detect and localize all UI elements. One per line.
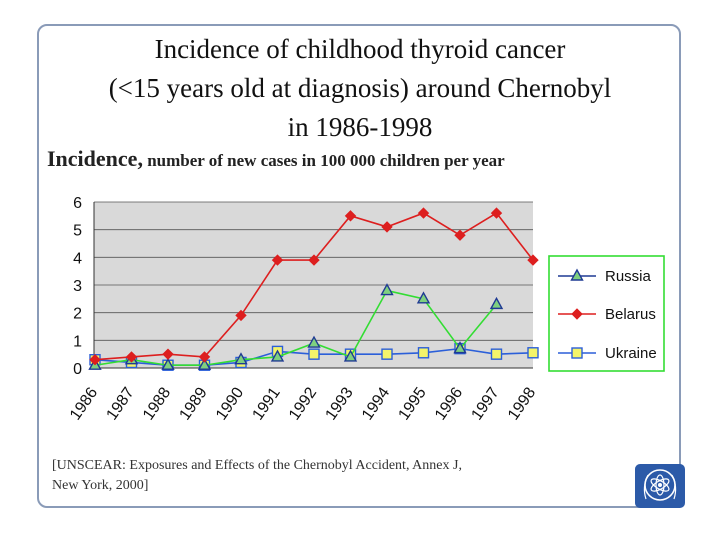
point-belarus-1992 — [308, 254, 320, 266]
point-belarus-1986 — [89, 353, 101, 366]
x-tick-label: 1987 — [103, 384, 137, 423]
legend-label-russia: Russia — [605, 268, 652, 285]
point-belarus-1991 — [271, 254, 284, 266]
point-ukraine-1994 — [381, 348, 393, 360]
y-tick-label: 1 — [73, 333, 82, 350]
point-belarus-1998 — [527, 254, 539, 266]
slide-title: Incidence of childhood thyroid cancer (<… — [40, 30, 680, 147]
subtitle-rest: number of new cases in 100 000 children … — [142, 151, 505, 170]
point-belarus-1993 — [344, 210, 357, 222]
y-tick-label: 5 — [73, 223, 82, 240]
title-line-1: Incidence of childhood thyroid cancer — [154, 34, 566, 64]
x-tick-label: 1996 — [432, 384, 466, 423]
x-tick-label: 1986 — [67, 384, 101, 423]
point-belarus-1987 — [125, 351, 138, 363]
point-russia-1989 — [197, 357, 212, 370]
point-russia-1997 — [489, 296, 504, 310]
point-ukraine-1992 — [308, 348, 320, 360]
subtitle-main: Incidence, — [47, 146, 143, 171]
point-belarus-1996 — [454, 229, 466, 241]
y-tick-label: 6 — [73, 195, 82, 212]
y-tick-label: 4 — [73, 250, 82, 267]
point-belarus-1989 — [198, 351, 211, 363]
x-tick-label: 1997 — [468, 384, 502, 423]
point-russia-1990 — [234, 352, 248, 365]
legend-marker-belarus — [571, 308, 583, 320]
point-russia-1994 — [380, 283, 394, 296]
legend-marker-ukraine — [571, 347, 583, 359]
point-belarus-1994 — [381, 221, 393, 233]
point-ukraine-1998 — [527, 347, 539, 359]
series-line-russia — [94, 289, 498, 367]
title-line-2: (<15 years old at diagnosis) around Cher… — [108, 73, 612, 103]
legend: Russia Belarus Ukraine — [548, 255, 665, 372]
point-ukraine-1997 — [490, 348, 503, 360]
un-atom-emblem-icon — [634, 463, 686, 509]
point-russia-1993 — [343, 349, 358, 362]
point-russia-1995 — [416, 291, 431, 304]
x-tick-label: 1990 — [213, 384, 247, 423]
legend-label-ukraine: Ukraine — [605, 345, 657, 362]
point-belarus-1990 — [235, 309, 247, 322]
citation-line-2: New York, 2000] — [52, 478, 149, 493]
citation: [UNSCEAR: Exposures and Effects of the C… — [52, 456, 572, 496]
point-belarus-1988 — [162, 348, 174, 360]
x-tick-label: 1998 — [505, 384, 539, 423]
legend-marker-russia — [570, 268, 584, 281]
y-tick-label: 3 — [73, 278, 82, 295]
x-tick-label: 1991 — [249, 384, 283, 423]
x-tick-label: 1995 — [395, 384, 429, 423]
point-russia-1988 — [161, 357, 175, 370]
legend-label-belarus: Belarus — [605, 306, 656, 323]
x-tick-label: 1989 — [176, 384, 210, 423]
citation-line-1: [UNSCEAR: Exposures and Effects of the C… — [52, 458, 462, 473]
chart-subtitle: Incidence, number of new cases in 100 00… — [47, 146, 505, 172]
point-belarus-1997 — [490, 207, 503, 219]
point-belarus-1995 — [417, 207, 430, 219]
x-tick-label: 1992 — [286, 384, 320, 423]
point-ukraine-1995 — [417, 347, 430, 359]
x-tick-label: 1988 — [140, 384, 174, 423]
point-russia-1992 — [307, 335, 321, 348]
y-tick-label: 0 — [73, 361, 82, 378]
point-russia-1996 — [453, 341, 467, 354]
y-tick-label: 2 — [73, 306, 82, 323]
point-russia-1991 — [270, 349, 285, 362]
x-tick-label: 1994 — [359, 384, 393, 423]
title-line-3: in 1986-1998 — [287, 112, 433, 142]
x-tick-label: 1993 — [322, 384, 356, 423]
